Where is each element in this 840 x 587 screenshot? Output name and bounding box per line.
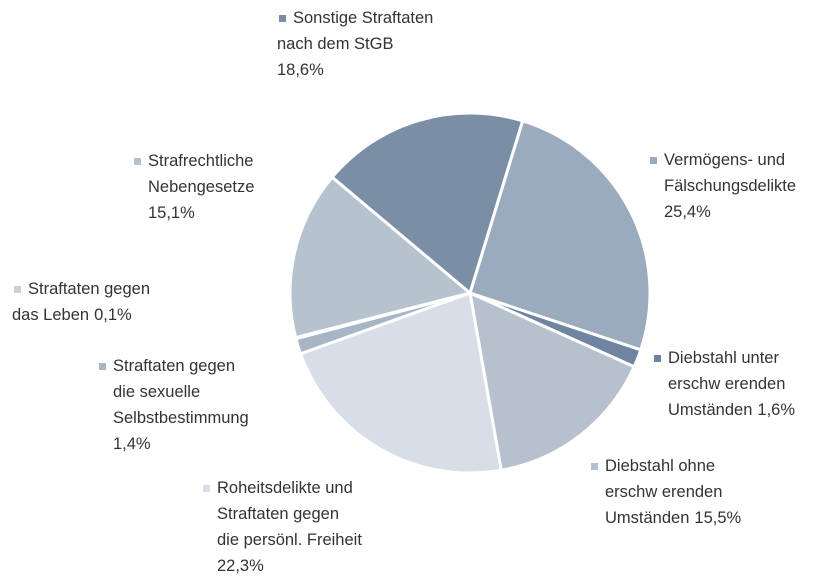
value-label: 18,6% (277, 61, 324, 79)
slice-label: Diebstahl ohne erschw erenden Umständen 1… (605, 453, 741, 531)
pie-slice (468, 290, 637, 473)
legend-marker (591, 462, 598, 470)
category-label: Straftaten gegen die sexuelle Selbstbest… (113, 357, 249, 427)
value-label: 25,4% (664, 203, 711, 221)
slice-label: Straftaten gegen die sexuelle Selbstbest… (113, 353, 249, 457)
slice-label: Straftaten gegen das Leben 0,1% (12, 276, 150, 328)
slice-label: Vermögens- und Fälschungsdelikte 25,4% (664, 147, 796, 225)
category-label: Vermögens- und Fälschungsdelikte (664, 151, 797, 195)
legend-marker (134, 157, 141, 165)
legend-marker (654, 354, 661, 362)
value-label: 1,6% (757, 401, 795, 419)
value-label: 15,5% (694, 509, 742, 527)
slice-label: Diebstahl unter erschw erenden Umständen… (668, 345, 795, 423)
value-label: 1,4% (113, 435, 151, 453)
value-label: 15,1% (148, 204, 195, 222)
legend-marker (279, 14, 286, 22)
category-label: Strafrechtliche Nebengesetze (148, 152, 255, 196)
pie-slice (298, 290, 503, 475)
category-label: Sonstige Straftaten nach dem StGB (277, 9, 434, 53)
slice-label: Strafrechtliche Nebengesetze 15,1% (148, 148, 254, 226)
category-label: Diebstahl ohne erschw erenden Umständen (605, 457, 723, 527)
pie-slice (288, 175, 474, 340)
legend-marker (650, 156, 657, 164)
value-label: 22,3% (217, 557, 264, 575)
pie-slice (330, 111, 525, 296)
category-label: Straftaten gegen das Leben (12, 280, 151, 324)
legend-marker (99, 362, 106, 370)
slice-label: Sonstige Straftaten nach dem StGB 18,6% (277, 5, 433, 83)
pie-slice (468, 118, 652, 352)
slice-label: Roheitsdelikte und Straftaten gegen die … (217, 475, 362, 579)
legend-marker (203, 484, 210, 492)
legend-marker (14, 285, 21, 293)
category-label: Roheitsdelikte und Straftaten gegen die … (217, 479, 362, 549)
value-label: 0,1% (94, 306, 132, 324)
category-label: Diebstahl unter erschw erenden Umständen (668, 349, 786, 419)
